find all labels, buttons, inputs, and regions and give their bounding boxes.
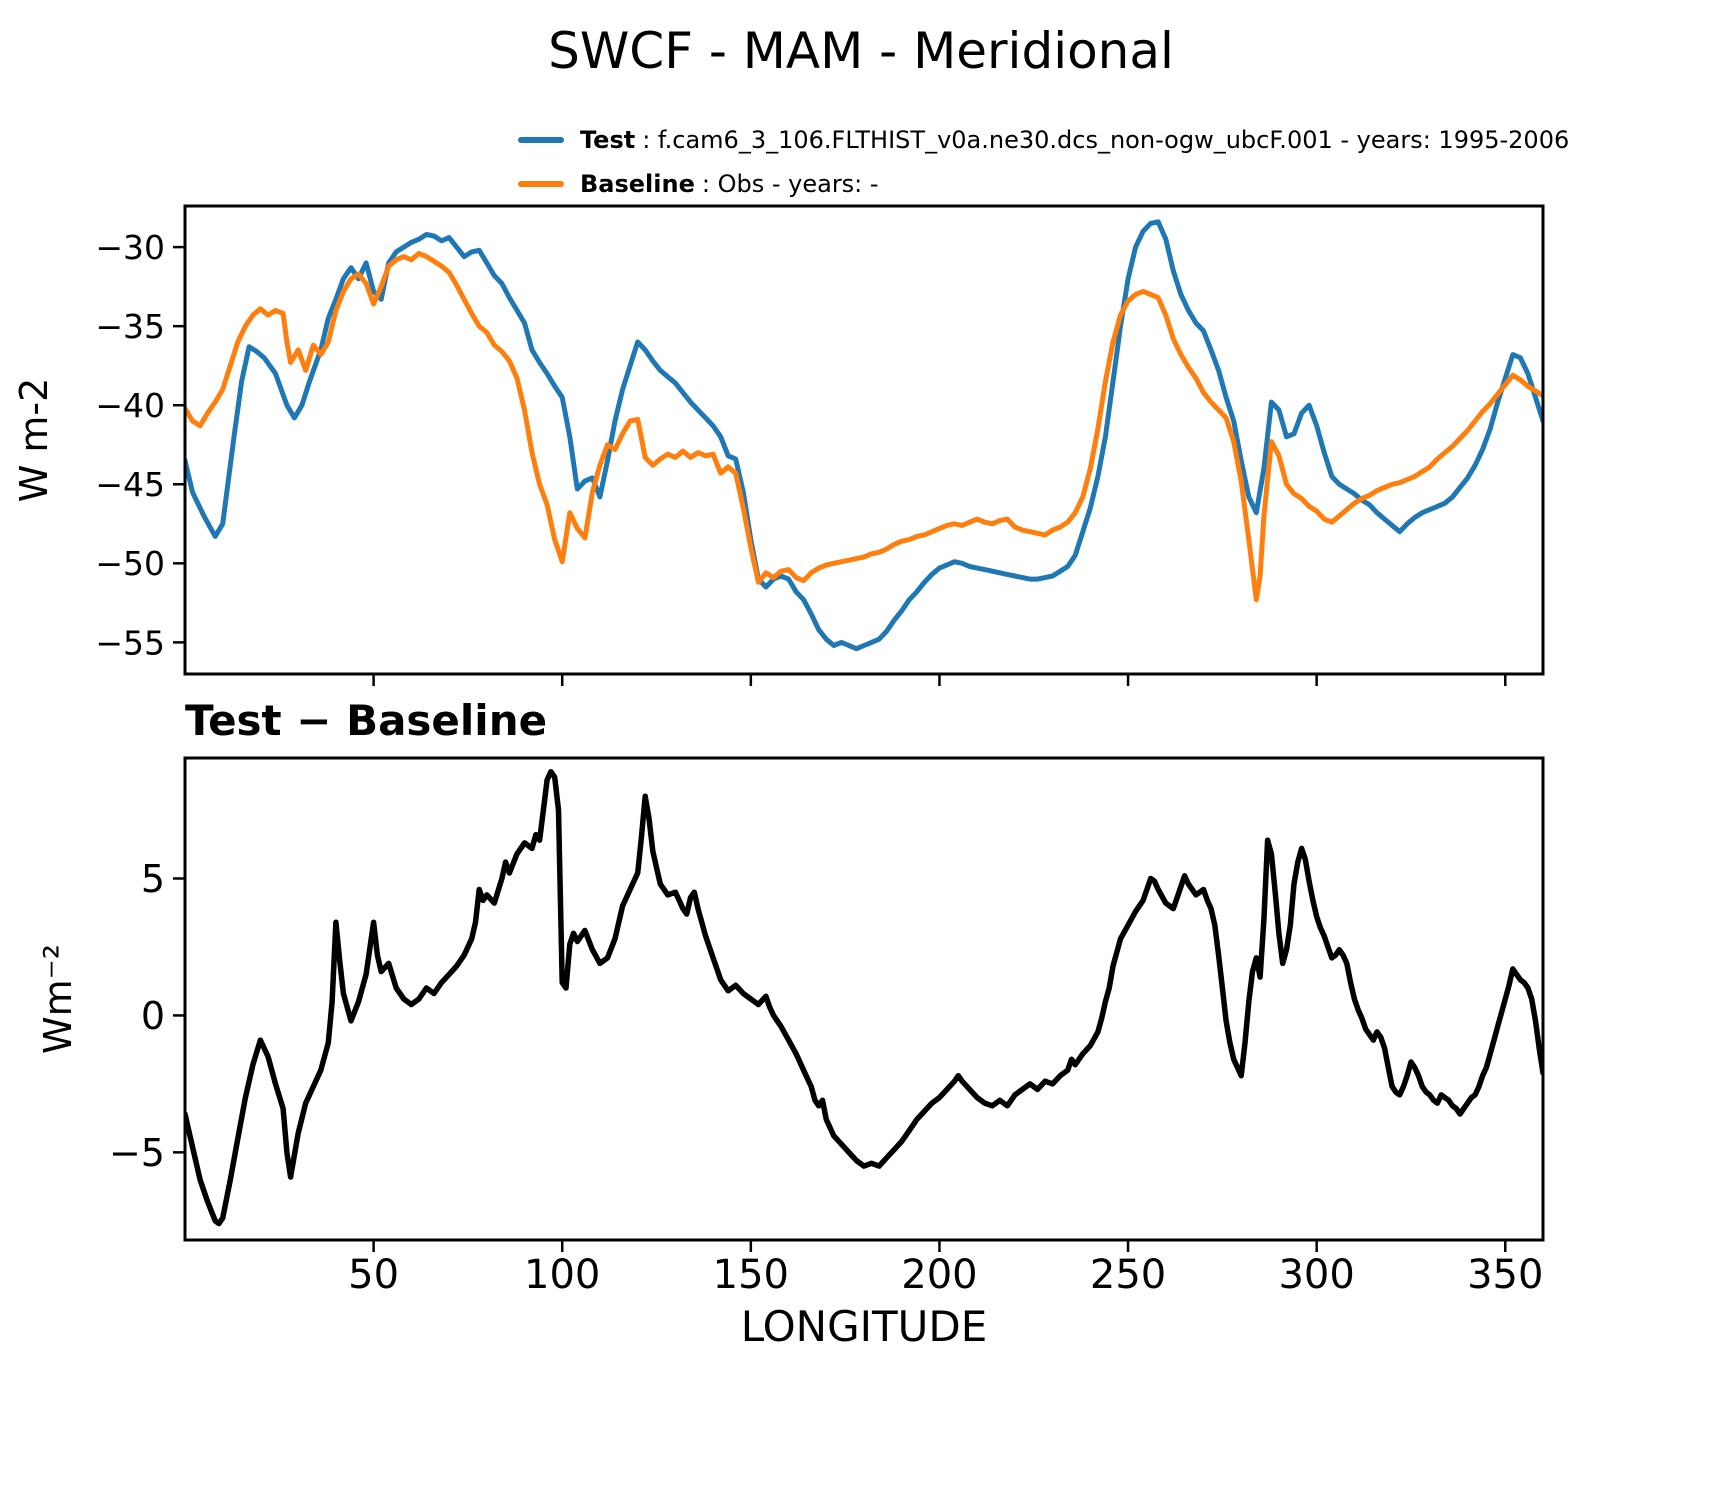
legend-label-test: Test xyxy=(580,126,636,154)
legend-line-swatch-baseline-icon xyxy=(518,181,564,187)
plot-frame xyxy=(183,756,1545,1242)
y-tick-label: 5 xyxy=(141,857,165,901)
chart-title: SWCF - MAM - Meridional xyxy=(548,22,1174,80)
legend-text-test: : f.cam6_3_106.FLTHIST_v0a.ne30.dcs_non-… xyxy=(642,126,1570,154)
x-tick-label: 300 xyxy=(1278,1252,1354,1298)
series-line-baseline xyxy=(185,250,1543,603)
legend-text-baseline: : Obs - years: - xyxy=(701,170,879,198)
y-tick-label: −55 xyxy=(95,623,165,662)
y-tick-label: −40 xyxy=(95,386,165,425)
x-tick-label: 200 xyxy=(901,1252,977,1298)
x-tick-label: 50 xyxy=(348,1252,399,1298)
y-tick-label: 0 xyxy=(141,994,165,1038)
legend-line-swatch-test-icon xyxy=(518,137,564,143)
x-tick-label: 250 xyxy=(1090,1252,1166,1298)
diff-panel-title: Test − Baseline xyxy=(185,696,548,745)
y-tick-label: −30 xyxy=(95,228,165,267)
x-tick-label: 150 xyxy=(713,1252,789,1298)
y-tick-label: −35 xyxy=(95,307,165,346)
x-tick-label: 350 xyxy=(1467,1252,1543,1298)
series-line-test-baseline xyxy=(185,768,1543,1227)
legend-item-baseline: Baseline : Obs - years: - xyxy=(518,162,1569,206)
x-tick-label: 100 xyxy=(524,1252,600,1298)
x-axis-label: LONGITUDE xyxy=(740,1302,988,1351)
legend-item-test: Test : f.cam6_3_106.FLTHIST_v0a.ne30.dcs… xyxy=(518,118,1569,162)
legend-label-baseline: Baseline xyxy=(580,170,695,198)
y-tick-label: −5 xyxy=(109,1131,165,1175)
y-tick-label: −45 xyxy=(95,465,165,504)
y-tick-label: −50 xyxy=(95,544,165,583)
series-line-test xyxy=(185,219,1543,652)
legend: Test : f.cam6_3_106.FLTHIST_v0a.ne30.dcs… xyxy=(518,118,1569,206)
plot-frame xyxy=(183,204,1545,676)
